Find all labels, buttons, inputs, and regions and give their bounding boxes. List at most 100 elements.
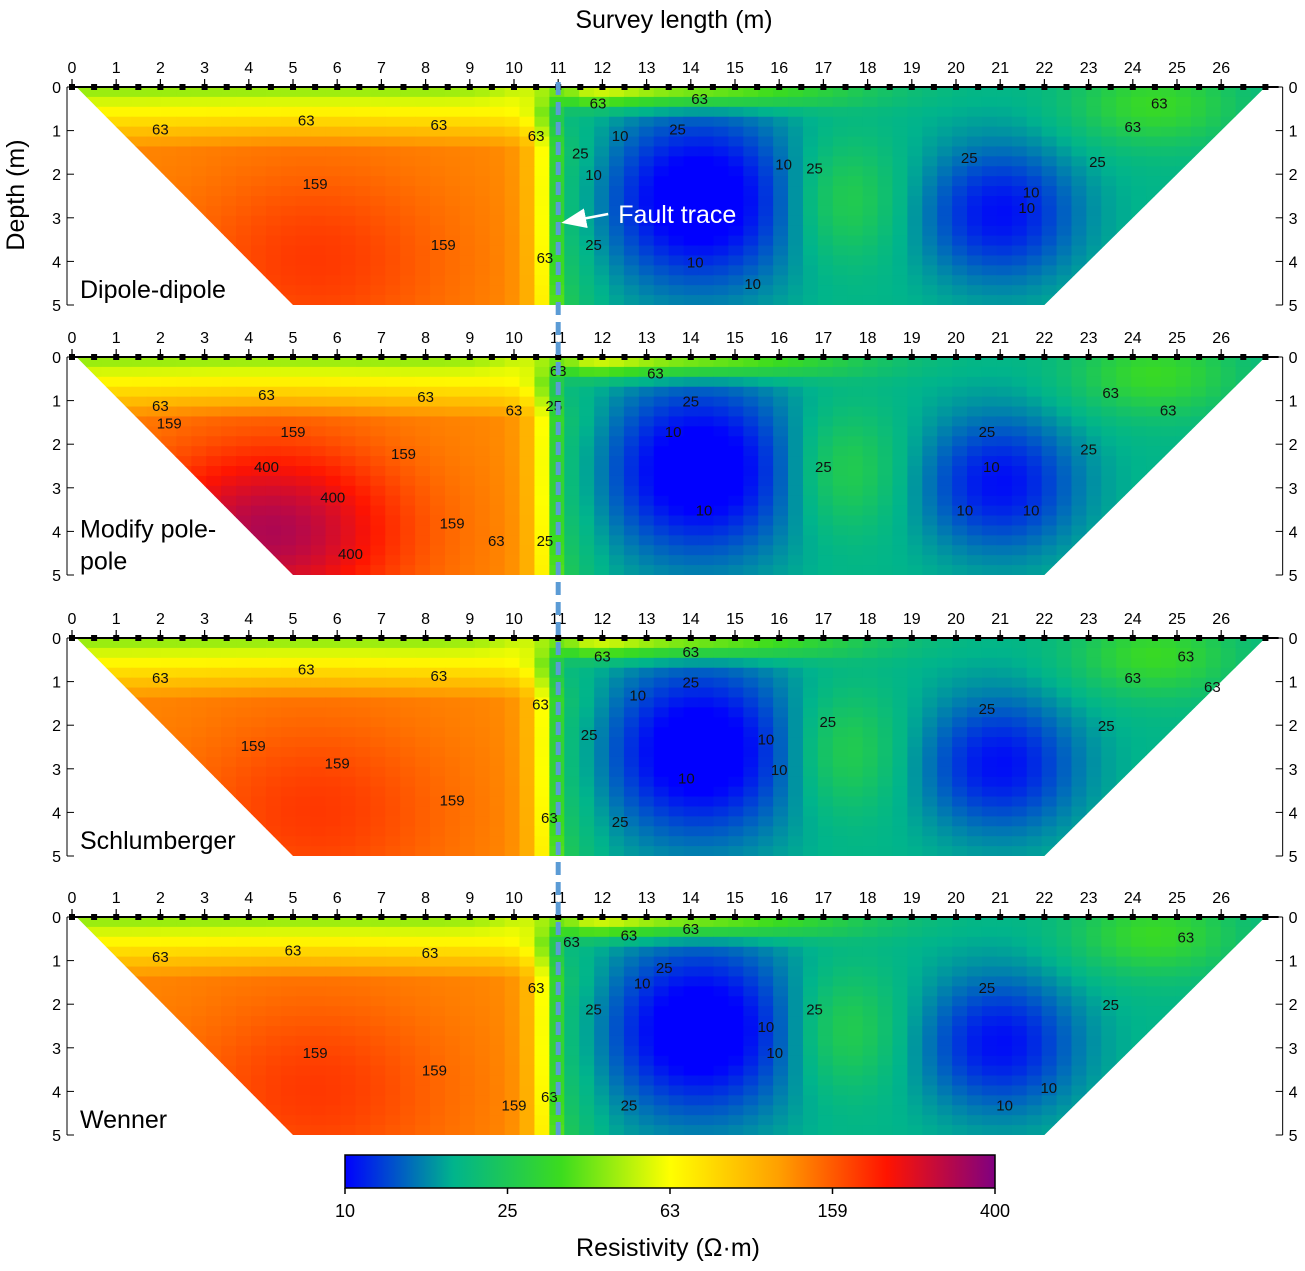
- heatmap-cell: [430, 658, 446, 669]
- heatmap-cell: [818, 688, 834, 699]
- heatmap-cell: [132, 416, 148, 427]
- heatmap-cell: [132, 246, 148, 257]
- heatmap-cell: [1161, 555, 1177, 566]
- heatmap-cell: [1042, 285, 1058, 296]
- heatmap-cell: [430, 216, 446, 227]
- heatmap-cell: [296, 555, 312, 566]
- heatmap-cell: [833, 246, 849, 257]
- heatmap-cell: [1191, 176, 1207, 187]
- heatmap-cell: [788, 285, 804, 296]
- heatmap-cell: [460, 456, 476, 467]
- contour-label: 25: [537, 533, 554, 550]
- heatmap-cell: [818, 506, 834, 517]
- heatmap-cell: [251, 638, 267, 649]
- heatmap-cell: [773, 707, 789, 718]
- electrode-marker: [1108, 354, 1114, 360]
- heatmap-cell: [1221, 757, 1237, 768]
- heatmap-cell: [102, 367, 118, 378]
- heatmap-cell: [1042, 648, 1058, 659]
- heatmap-cell: [1131, 236, 1147, 247]
- heatmap-cell: [1250, 117, 1266, 128]
- electrode-marker: [666, 84, 672, 90]
- heatmap-cell: [1161, 446, 1177, 457]
- heatmap-cell: [1071, 285, 1087, 296]
- heatmap-cell: [863, 446, 879, 457]
- heatmap-cell: [162, 456, 178, 467]
- heatmap-cell: [848, 555, 864, 566]
- heatmap-cell: [1191, 717, 1207, 728]
- heatmap-cell: [102, 176, 118, 187]
- y-tick-label: 1: [1289, 124, 1298, 141]
- heatmap-cell: [848, 97, 864, 108]
- heatmap-cell: [863, 246, 879, 257]
- heatmap-cell: [147, 737, 163, 748]
- heatmap-cell: [1027, 436, 1043, 447]
- heatmap-cell: [788, 186, 804, 197]
- contour-label: 63: [528, 128, 545, 145]
- heatmap-cell: [341, 668, 357, 679]
- heatmap-cell: [132, 565, 148, 576]
- heatmap-cell: [326, 416, 342, 427]
- heatmap-cell: [743, 236, 759, 247]
- heatmap-cell: [385, 565, 401, 576]
- heatmap-cell: [654, 446, 670, 457]
- heatmap-cell: [385, 767, 401, 778]
- heatmap-cell: [1176, 516, 1192, 527]
- heatmap-cell: [1236, 186, 1252, 197]
- heatmap-cell: [669, 377, 685, 388]
- heatmap-cell: [490, 658, 506, 669]
- heatmap-cell: [117, 127, 133, 138]
- heatmap-cell: [1236, 295, 1252, 306]
- heatmap-cell: [475, 506, 491, 517]
- heatmap-cell: [430, 156, 446, 167]
- heatmap-cell: [654, 456, 670, 467]
- heatmap-cell: [1191, 236, 1207, 247]
- electrode-marker: [1086, 354, 1092, 360]
- heatmap-cell: [788, 416, 804, 427]
- heatmap-cell: [1250, 535, 1266, 546]
- heatmap-cell: [654, 535, 670, 546]
- y-tick-label: 3: [52, 481, 61, 498]
- heatmap-cell: [176, 767, 192, 778]
- heatmap-cell: [326, 186, 342, 197]
- heatmap-cell: [639, 146, 655, 157]
- heatmap-cell: [1057, 535, 1073, 546]
- heatmap-cell: [1221, 397, 1237, 408]
- heatmap-cell: [1250, 456, 1266, 467]
- heatmap-cell: [803, 107, 819, 118]
- heatmap-cell: [907, 535, 923, 546]
- heatmap-cell: [594, 707, 610, 718]
- contour-label: 25: [961, 150, 978, 167]
- heatmap-cell: [967, 747, 983, 758]
- heatmap-cell: [878, 506, 894, 517]
- heatmap-cell: [132, 265, 148, 276]
- y-tick-label: 3: [1289, 481, 1298, 498]
- heatmap-cell: [1057, 658, 1073, 669]
- heatmap-cell: [892, 446, 908, 457]
- heatmap-cell: [907, 658, 923, 669]
- heatmap-cell: [743, 216, 759, 227]
- heatmap-cell: [445, 387, 461, 398]
- heatmap-cell: [1236, 648, 1252, 659]
- heatmap-cell: [997, 285, 1013, 296]
- heatmap-cell: [162, 446, 178, 457]
- electrode-marker: [622, 84, 628, 90]
- heatmap-cell: [713, 506, 729, 517]
- heatmap-cell: [609, 407, 625, 418]
- heatmap-cell: [952, 535, 968, 546]
- heatmap-cell: [1161, 688, 1177, 699]
- heatmap-cell: [191, 446, 207, 457]
- heatmap-cell: [1071, 357, 1087, 368]
- heatmap-cell: [445, 767, 461, 778]
- heatmap-cell: [326, 678, 342, 689]
- heatmap-cell: [639, 658, 655, 669]
- heatmap-cell: [1176, 767, 1192, 778]
- heatmap-cell: [236, 377, 252, 388]
- heatmap-cell: [445, 255, 461, 266]
- heatmap-cell: [1131, 757, 1147, 768]
- heatmap-cell: [952, 466, 968, 477]
- heatmap-cell: [922, 678, 938, 689]
- heatmap-cell: [579, 446, 595, 457]
- heatmap-cell: [326, 516, 342, 527]
- heatmap-cell: [713, 446, 729, 457]
